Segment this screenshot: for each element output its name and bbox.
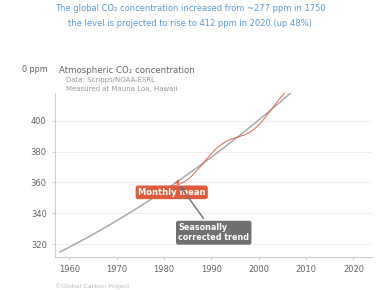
Text: Monthly mean: Monthly mean [138, 181, 206, 197]
Text: ©Global Carbon Project: ©Global Carbon Project [55, 283, 130, 289]
Text: The global CO₂ concentration increased from ~277 ppm in 1750: The global CO₂ concentration increased f… [55, 4, 325, 13]
Text: Data: Scripps/NOAA-ESRL: Data: Scripps/NOAA-ESRL [66, 77, 155, 83]
Text: Measured at Mauna Loa, Hawaii: Measured at Mauna Loa, Hawaii [66, 86, 178, 92]
Text: 0 ppm: 0 ppm [22, 65, 48, 74]
Text: the level is projected to rise to 412 ppm in 2020 (up 48%): the level is projected to rise to 412 pp… [68, 19, 312, 28]
Text: Seasonally
corrected trend: Seasonally corrected trend [178, 187, 249, 242]
Text: Atmospheric CO₂ concentration: Atmospheric CO₂ concentration [59, 66, 195, 75]
